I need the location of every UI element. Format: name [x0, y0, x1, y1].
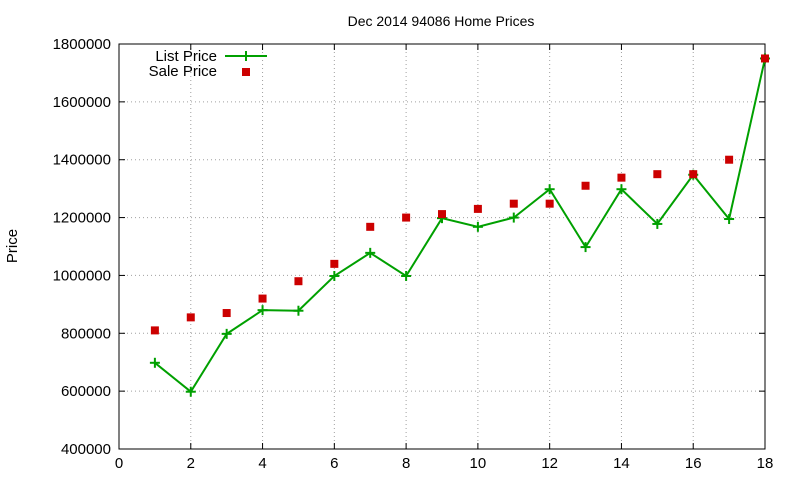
list-price-point: [472, 221, 483, 232]
x-tick-label: 14: [613, 455, 630, 472]
axes: 0 2 4 6 8 10 12 14 16 18 400000 600000 800000 1000000…: [53, 36, 774, 472]
x-tick-label: 4: [258, 455, 266, 472]
x-tick-label: 12: [541, 455, 558, 472]
x-tick-label: 10: [470, 455, 487, 472]
sale-price-point: [150, 326, 159, 335]
legend: List Price Sale Price: [149, 48, 267, 80]
sale-price-point: [545, 199, 554, 208]
list-price-point: [149, 357, 160, 368]
sale-price-point: [402, 213, 411, 222]
x-tick-label: 2: [187, 455, 195, 472]
list-price-line: [154, 58, 766, 394]
list-price-point: [652, 218, 663, 229]
list-price-point: [616, 184, 627, 195]
sale-price-point: [473, 204, 482, 213]
legend-label-sale-price: Sale Price: [149, 63, 217, 80]
legend-label-list-price: List Price: [155, 48, 217, 65]
sale-price-point: [294, 277, 303, 286]
sale-price-point: [330, 259, 339, 268]
y-tick-label: 600000: [61, 383, 111, 400]
plot-frame: [118, 43, 766, 450]
sale-price-point: [509, 199, 518, 208]
list-price-point: [544, 184, 555, 195]
y-tick-label: 1400000: [53, 152, 111, 169]
y-tick-label: 1000000: [53, 267, 111, 284]
x-tick-label: 18: [757, 455, 774, 472]
sale-price-point: [725, 155, 734, 164]
list-price-point: [185, 386, 196, 397]
y-tick-label: 1200000: [53, 210, 111, 227]
y-axis-label: Price: [4, 229, 21, 263]
list-price-point: [508, 212, 519, 223]
y-tick-label: 1600000: [53, 94, 111, 111]
sale-price-point: [222, 309, 231, 318]
series-layer: [149, 53, 770, 397]
x-tick-label: 6: [330, 455, 338, 472]
list-price-point: [580, 242, 591, 253]
sale-price-point: [761, 54, 769, 63]
chart-title: Dec 2014 94086 Home Prices: [348, 13, 535, 29]
y-tick-label: 400000: [61, 441, 111, 458]
x-tick-label: 8: [402, 455, 410, 472]
y-tick-label: 800000: [61, 325, 111, 342]
sale-price-point: [581, 181, 590, 190]
y-tick-label: 1800000: [53, 36, 111, 53]
sale-price-point: [186, 313, 195, 322]
list-price-point: [257, 305, 268, 316]
list-price-point: [401, 271, 412, 282]
x-tick-label: 16: [685, 455, 702, 472]
sale-price-point: [617, 173, 626, 182]
sale-price-point: [438, 210, 446, 219]
sale-price-point: [258, 294, 267, 303]
list-price-point: [329, 271, 340, 282]
legend-marker-sale-price: [242, 68, 250, 76]
x-tick-label: 0: [115, 455, 123, 472]
grid-lines: [119, 44, 765, 449]
list-price-point: [365, 247, 376, 258]
sale-price-point: [653, 170, 662, 179]
sale-price-point: [689, 170, 698, 179]
list-price-point: [221, 328, 232, 339]
list-price-point: [293, 305, 304, 316]
list-price-point: [724, 214, 735, 225]
sale-price-point: [366, 222, 375, 231]
legend-marker-list-price: [241, 51, 251, 61]
